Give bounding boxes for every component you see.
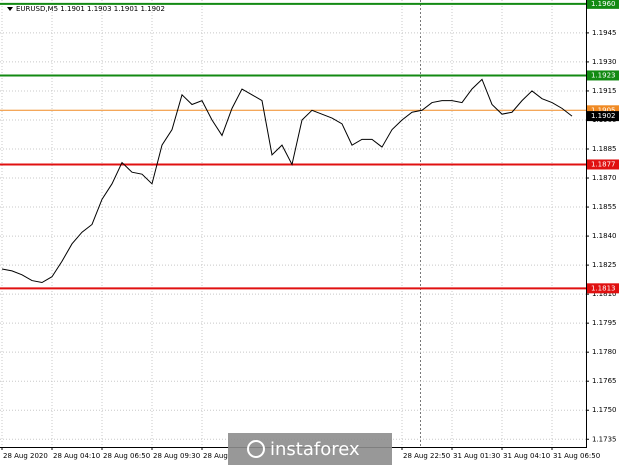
y-tick-label: 1.1780 (592, 348, 617, 356)
x-tick-label: 28 Aug 09:30 (153, 452, 200, 460)
x-tick-label: 28 Aug 04:10 (53, 452, 100, 460)
y-tick-label: 1.1870 (592, 174, 617, 182)
level-label-box (587, 283, 619, 294)
x-tick-label: 28 Aug 06:50 (103, 452, 150, 460)
x-tick-label: 31 Aug 06:50 (553, 452, 600, 460)
price-line (1, 78, 573, 284)
symbol-arrow (7, 7, 13, 11)
x-tick-label: 31 Aug 01:30 (453, 452, 500, 460)
level-label-box (587, 159, 619, 170)
y-tick-label: 1.1735 (592, 435, 617, 443)
y-tick-label: 1.1930 (592, 58, 617, 66)
level-label: 1.1905 (591, 106, 616, 114)
level-label-box (587, 0, 619, 9)
y-tick-label: 1.1750 (592, 406, 617, 414)
level-label: 1.1960 (591, 0, 616, 8)
level-label-box (587, 70, 619, 81)
watermark-box (228, 433, 392, 465)
level-label: 1.1923 (591, 71, 616, 79)
y-tick-label: 1.1795 (592, 319, 617, 327)
x-tick-label: 28 Aug 22:50 (403, 452, 450, 460)
y-tick-label: 1.1855 (592, 203, 617, 211)
x-tick-label: 28 Aug (203, 452, 228, 460)
level-label: 1.1813 (591, 284, 616, 292)
y-tick-label: 1.1765 (592, 377, 617, 385)
watermark-icon (247, 440, 265, 458)
y-tick-label: 1.1840 (592, 232, 617, 240)
last-price-label: 1.1902 (591, 112, 616, 120)
chart-title: EURUSD,M5 1.1901 1.1903 1.1901 1.1902 (16, 5, 165, 13)
x-tick-label: 28 Aug 2020 (3, 452, 48, 460)
level-label: 1.1877 (591, 160, 616, 168)
x-tick-label: 31 Aug 04:10 (503, 452, 550, 460)
y-tick-label: 1.1810 (592, 290, 617, 298)
last-price-box (587, 111, 619, 122)
y-tick-label: 1.1915 (592, 87, 617, 95)
y-tick-label: 1.1825 (592, 261, 617, 269)
y-tick-label: 1.1885 (592, 145, 617, 153)
watermark: instaforex (270, 439, 360, 460)
level-label-box (587, 105, 619, 116)
y-tick-label: 1.1945 (592, 29, 617, 37)
